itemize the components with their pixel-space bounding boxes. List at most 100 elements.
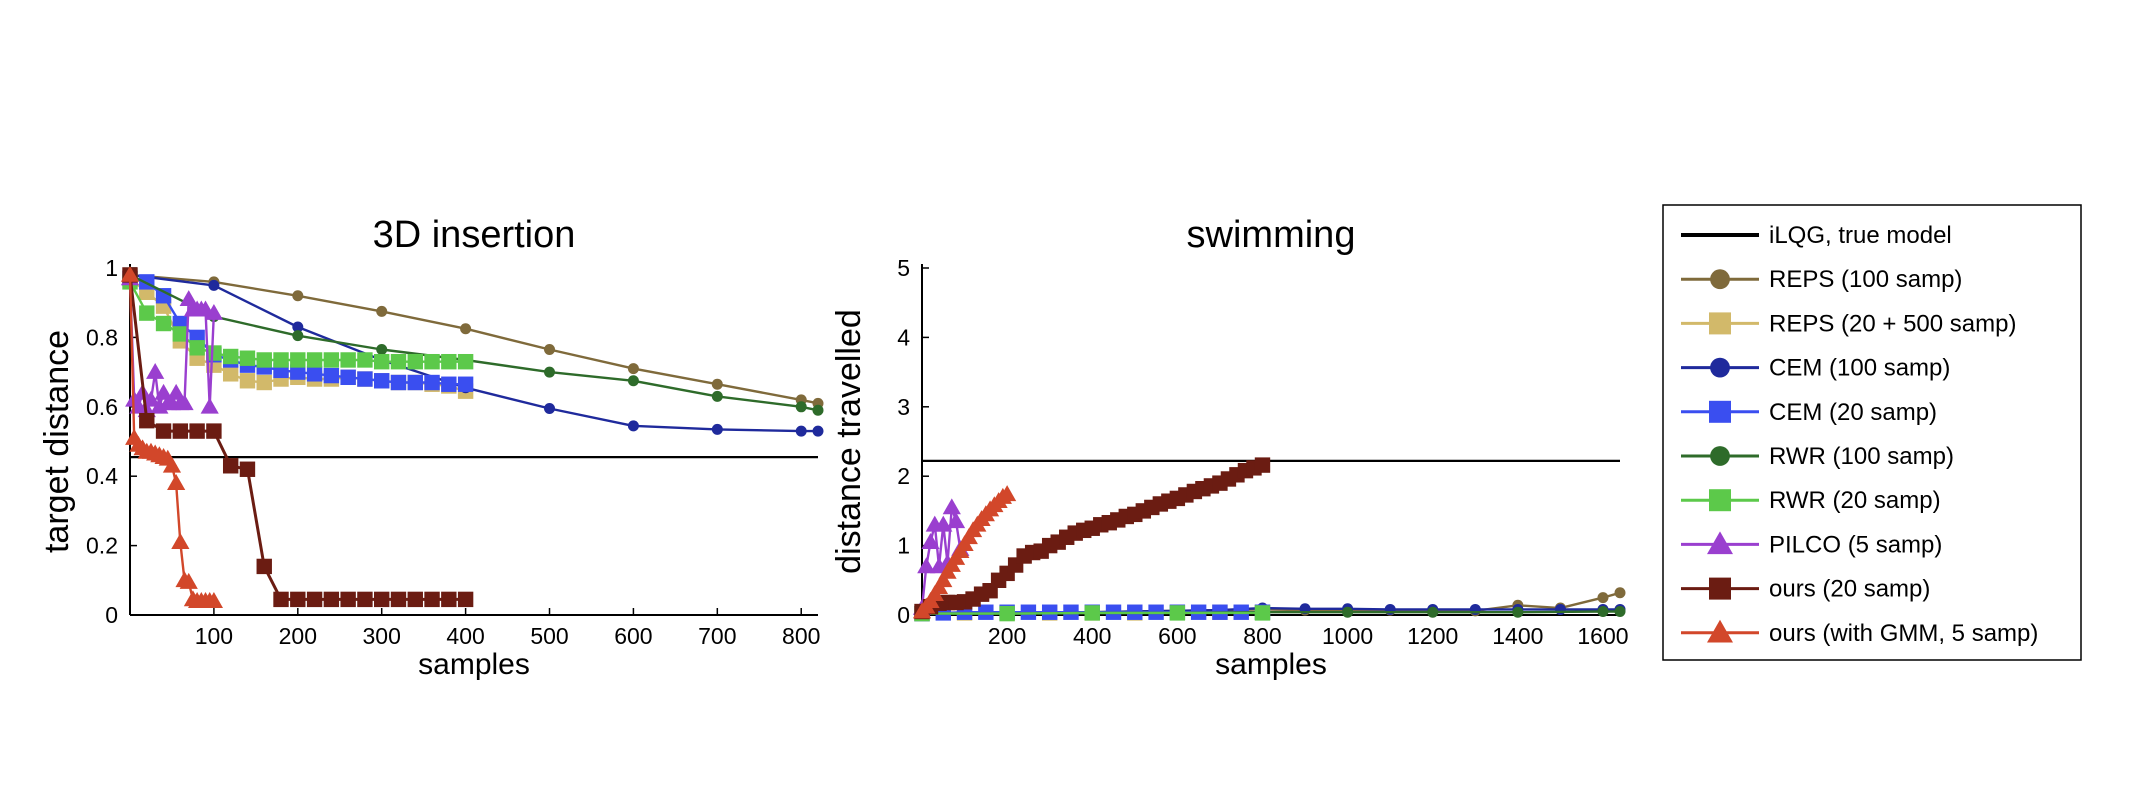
legend-label: RWR (100 samp)	[1769, 443, 1954, 470]
data-point	[441, 591, 457, 608]
data-point	[374, 373, 390, 389]
data-point	[139, 305, 155, 321]
data-point	[292, 290, 304, 302]
data-point	[627, 420, 639, 432]
x-tick-label: 700	[698, 623, 736, 649]
data-point	[1254, 457, 1271, 473]
series-ours-with-gmm-5-samp	[120, 265, 224, 608]
y-tick-label: 0	[105, 602, 118, 628]
legend-entry-ours-20-samp: ours (20 samp)	[1681, 576, 1930, 603]
data-point	[795, 401, 807, 413]
x-tick-label: 200	[988, 623, 1026, 649]
x-tick-label: 200	[279, 623, 317, 649]
data-point	[290, 352, 306, 368]
series-rwr-100-samp	[124, 269, 824, 416]
series-line	[129, 273, 819, 412]
data-point	[179, 290, 198, 307]
legend-marker	[1710, 446, 1730, 466]
data-point	[306, 352, 323, 368]
data-point	[340, 352, 356, 368]
data-point	[1614, 587, 1626, 599]
data-point	[407, 353, 423, 370]
data-point	[1614, 606, 1626, 618]
series-line	[920, 506, 962, 609]
data-point	[390, 353, 407, 370]
data-point	[457, 376, 474, 392]
data-point	[172, 326, 189, 342]
data-point	[306, 591, 323, 608]
y-tick-label: 0.2	[86, 533, 118, 559]
y-axis-label: distance travelled	[830, 309, 868, 574]
chart-3d-insertion: 3D insertion 0 0.2 0.4 0.6 0.8 1 100 200 300 400 50…	[38, 214, 824, 681]
legend-marker	[1709, 577, 1731, 600]
x-tick-label: 1600	[1577, 623, 1628, 649]
legend-marker	[1709, 489, 1731, 512]
legend-marker	[1707, 619, 1733, 643]
data-point	[544, 403, 556, 415]
data-point	[1342, 606, 1354, 618]
data-point	[374, 591, 390, 608]
y-tick-label: 4	[897, 324, 910, 350]
data-point	[1084, 605, 1100, 621]
y-axis-label: target distance	[38, 330, 76, 553]
data-point	[711, 423, 723, 435]
data-point	[141, 390, 161, 407]
legend-marker	[1707, 531, 1733, 555]
x-tick-label: 500	[530, 623, 568, 649]
data-point	[376, 344, 388, 356]
y-tick-label: 5	[897, 255, 910, 281]
data-point	[711, 378, 723, 390]
legend-entry-rwr-20-samp: RWR (20 samp)	[1681, 487, 1941, 514]
legend-entry-reps-20-500-samp: REPS (20 + 500 samp)	[1681, 310, 2016, 337]
x-axis-label: samples	[418, 648, 530, 681]
data-point	[441, 353, 457, 370]
legend-box	[1662, 204, 2082, 661]
chart-swimming: swimming 0 1 2 3 4 5 200 400 600 800 1000 1200 1400 16…	[830, 214, 1629, 681]
data-point	[544, 344, 556, 356]
data-point	[627, 375, 639, 387]
data-point	[357, 591, 373, 608]
data-point	[292, 330, 304, 342]
data-point	[179, 572, 198, 589]
legend-entry-pilco-5-samp: PILCO (5 samp)	[1681, 531, 1942, 558]
x-tick-label: 600	[614, 623, 652, 649]
x-tick-label: 600	[1158, 623, 1196, 649]
legend-label: iLQG, true model	[1769, 222, 1952, 249]
legend-entry-ours-with-gmm-5-samp: ours (with GMM, 5 samp)	[1681, 619, 2038, 647]
data-point	[204, 592, 224, 608]
data-point	[290, 364, 306, 380]
data-point	[155, 288, 172, 304]
data-point	[222, 348, 239, 365]
data-point	[292, 321, 304, 333]
data-point	[239, 350, 256, 366]
legend-marker	[1709, 400, 1731, 423]
data-point	[998, 485, 1017, 502]
x-tick-label: 800	[782, 623, 820, 649]
legend-entry-ilqg-true-model: iLQG, true model	[1681, 222, 1952, 249]
x-tick-label: 1000	[1322, 623, 1373, 649]
data-point	[374, 353, 390, 370]
legend: iLQG, true model REPS (100 samp) REPS (20 …	[1662, 204, 2082, 661]
data-point	[441, 376, 457, 392]
data-point	[189, 423, 205, 439]
data-point	[290, 591, 306, 608]
legend-entry-reps-100-samp: REPS (100 samp)	[1681, 266, 1962, 293]
data-point	[544, 366, 556, 378]
data-point	[120, 265, 140, 282]
data-point	[357, 371, 373, 387]
data-point	[460, 323, 472, 335]
data-point	[155, 423, 172, 439]
legend-entry-cem-20-samp: CEM (20 samp)	[1681, 399, 1937, 426]
series-reps-100-samp	[124, 269, 824, 409]
data-point	[155, 315, 172, 332]
data-point	[222, 366, 239, 382]
series-ours-20-samp	[122, 267, 474, 608]
data-point	[424, 591, 440, 608]
legend-label: RWR (20 samp)	[1769, 487, 1941, 514]
data-point	[812, 404, 824, 416]
x-tick-label: 1400	[1492, 623, 1543, 649]
y-tick-label: 1	[897, 533, 910, 559]
data-point	[1169, 605, 1186, 621]
data-point	[206, 345, 222, 361]
legend-label: ours (with GMM, 5 samp)	[1769, 620, 2038, 647]
